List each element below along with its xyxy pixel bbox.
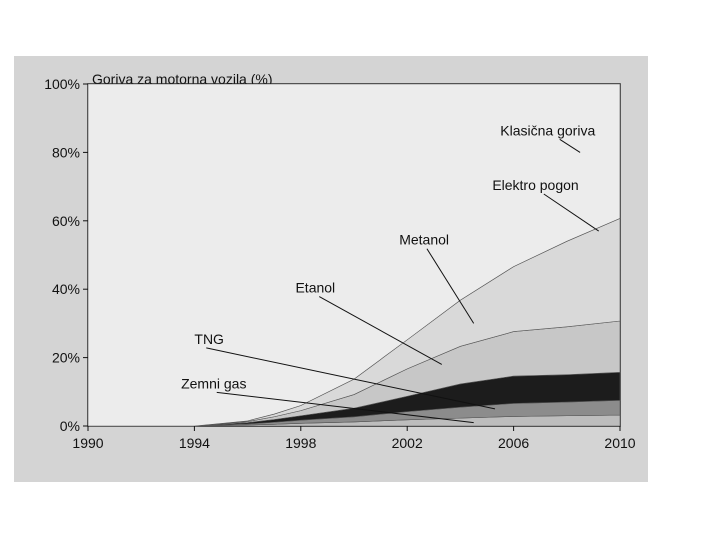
leader-line-etanol bbox=[318, 296, 443, 365]
x-axis: 1990 1994 1998 2002 2006 2010 bbox=[72, 426, 636, 451]
annotation-klasicna-goriva: Klasična goriva bbox=[500, 122, 595, 138]
y-tick-label-60: 60% bbox=[52, 213, 80, 229]
chart-title: Goriva za motorna vozila (%) bbox=[92, 71, 273, 87]
annotation-metanol: Metanol bbox=[399, 232, 449, 248]
x-tick-label-1998: 1998 bbox=[285, 435, 316, 451]
scanned-figure: Goriva za motorna vozila (%) Klasična go… bbox=[14, 56, 648, 482]
y-tick-label-80: 80% bbox=[52, 144, 80, 160]
annotation-zemni-gas: Zemni gas bbox=[181, 375, 246, 391]
y-tick-label-40: 40% bbox=[52, 281, 80, 297]
leader-line-tng bbox=[206, 347, 496, 410]
annotation-text-layer: Klasična goriva Elektro pogon Metanol Etano… bbox=[181, 122, 595, 391]
annotation-elektro-pogon: Elektro pogon bbox=[492, 177, 578, 193]
area-klasicna-goriva bbox=[87, 83, 621, 427]
y-tick-label-20: 20% bbox=[52, 350, 80, 366]
areas-layer bbox=[87, 83, 621, 427]
leader-line-metanol bbox=[426, 248, 475, 324]
x-tick-label-2010: 2010 bbox=[604, 435, 635, 451]
x-tick-label-2002: 2002 bbox=[392, 435, 423, 451]
x-tick-label-1994: 1994 bbox=[179, 435, 210, 451]
y-axis: 0% 20% 40% 60% 80% 100% bbox=[44, 76, 88, 434]
x-tick-label-1990: 1990 bbox=[72, 435, 103, 451]
y-tick-label-100: 100% bbox=[44, 76, 80, 92]
annotation-tng: TNG bbox=[194, 331, 224, 347]
y-tick-label-0: 0% bbox=[60, 418, 80, 434]
leader-line-zemni-gas bbox=[216, 391, 474, 424]
x-tick-label-2006: 2006 bbox=[498, 435, 529, 451]
leader-line-klasicna-goriva bbox=[559, 138, 581, 153]
fuel-share-area-chart: Goriva za motorna vozila (%) Klasična go… bbox=[44, 71, 636, 451]
leader-line-elektro-pogon bbox=[543, 193, 599, 232]
annotation-lines-layer bbox=[206, 138, 599, 424]
annotation-etanol: Etanol bbox=[295, 280, 335, 296]
